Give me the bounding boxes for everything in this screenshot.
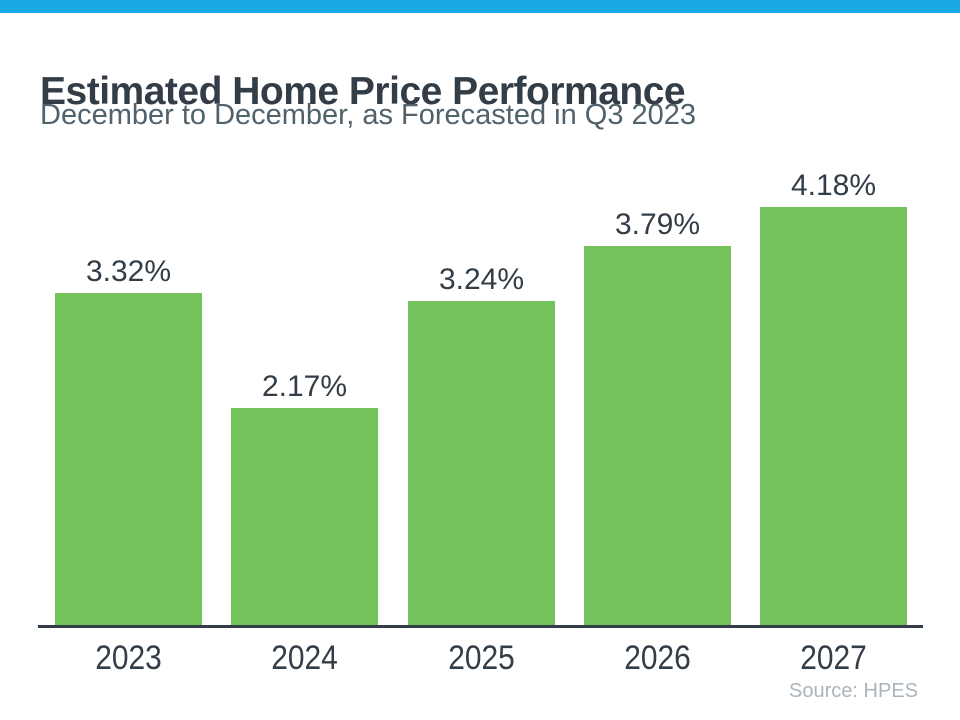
bar-value-label: 4.18% <box>790 169 877 202</box>
chart-subtitle: December to December, as Forecasted in Q… <box>40 99 697 131</box>
bar-2023 <box>55 293 202 625</box>
bar-value-label: 3.24% <box>438 263 525 296</box>
bar-2027 <box>760 207 907 625</box>
page-title: Estimated Home Price Performance <box>40 70 686 114</box>
bar-value-label: 3.32% <box>85 255 172 288</box>
x-axis-label-2024: 2024 <box>271 639 338 677</box>
source-note: Source: HPES <box>789 680 918 702</box>
top-accent-bar <box>0 0 960 13</box>
bar-value-label: 2.17% <box>261 370 348 403</box>
x-axis-label-2023: 2023 <box>95 639 162 677</box>
x-axis-label-2025: 2025 <box>448 639 515 677</box>
x-axis-label-2026: 2026 <box>624 639 691 677</box>
bar-2024 <box>231 408 378 625</box>
bar-value-label: 3.79% <box>614 208 701 241</box>
x-axis-line <box>38 625 923 628</box>
x-axis-label-2027: 2027 <box>800 639 867 677</box>
bar-2026 <box>584 246 731 625</box>
bar-2025 <box>408 301 555 625</box>
